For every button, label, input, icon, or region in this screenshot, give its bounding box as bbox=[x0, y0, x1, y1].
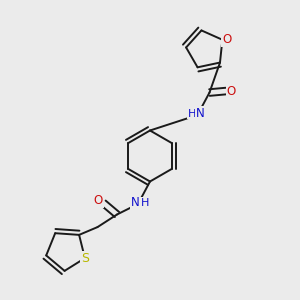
Text: O: O bbox=[227, 85, 236, 98]
Text: N: N bbox=[196, 107, 205, 120]
Text: H: H bbox=[188, 109, 196, 118]
Text: O: O bbox=[94, 194, 103, 207]
Text: S: S bbox=[81, 252, 89, 265]
Text: N: N bbox=[130, 196, 140, 209]
Text: H: H bbox=[141, 197, 150, 208]
Text: O: O bbox=[222, 33, 232, 46]
